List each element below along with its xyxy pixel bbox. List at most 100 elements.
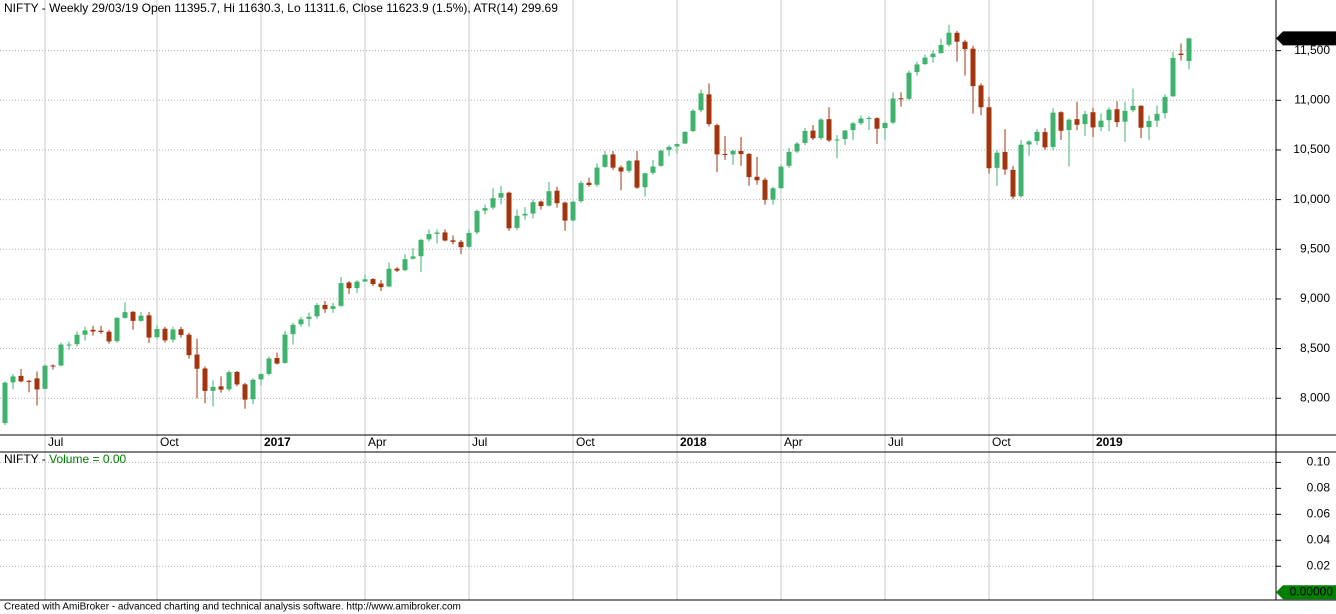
candle-body: [1050, 112, 1056, 147]
candle-body: [138, 315, 144, 321]
candle-body: [890, 98, 896, 123]
candle-body: [322, 304, 328, 310]
x-tick-label: Jul: [888, 435, 903, 449]
candle-body: [458, 241, 464, 248]
candle-body: [658, 150, 664, 166]
candle-body: [1010, 169, 1016, 197]
candle-body: [274, 358, 280, 364]
candle-body: [946, 32, 952, 45]
candle-body: [426, 234, 432, 240]
candle-body: [74, 334, 80, 345]
candle-body: [90, 329, 96, 332]
candle-body: [242, 384, 248, 400]
y-tick-label: 0.08: [1307, 481, 1331, 495]
candle-body: [282, 334, 288, 363]
candle-body: [1122, 110, 1128, 122]
candle-body: [58, 344, 64, 366]
candle-body: [1034, 131, 1040, 142]
candle-body: [146, 315, 152, 338]
volume-title-text: Volume = 0.00: [49, 452, 126, 466]
candle-body: [474, 210, 480, 233]
candle-body: [1130, 105, 1136, 111]
candle-body: [938, 44, 944, 54]
candle-body: [186, 334, 192, 356]
y-tick-label: 0.06: [1307, 506, 1331, 520]
volume-title: NIFTY - Volume = 0.00: [4, 452, 127, 466]
candle-body: [346, 282, 352, 289]
candle-body: [1018, 144, 1024, 197]
candle-body: [1098, 120, 1104, 128]
candle-body: [538, 201, 544, 207]
candle-body: [522, 213, 528, 216]
candle-body: [506, 192, 512, 229]
candle-body: [1186, 38, 1192, 62]
candle-body: [1170, 57, 1176, 97]
candle-body: [50, 365, 56, 367]
candle-body: [362, 279, 368, 282]
x-tick-label: Apr: [784, 435, 803, 449]
price-title: NIFTY - Weekly 29/03/19 Open 11395.7, Hi…: [4, 1, 558, 15]
candle-body: [386, 268, 392, 287]
candle-body: [1178, 53, 1184, 56]
last-value-label: 11,623.9: [1287, 31, 1333, 45]
candle-body: [842, 130, 848, 140]
candle-body: [770, 188, 776, 200]
y-tick-label: 11,500: [1294, 43, 1330, 57]
last-value-label: 0.00000: [1290, 584, 1334, 598]
candle-body: [802, 130, 808, 144]
candle-body: [826, 119, 832, 141]
candle-body: [722, 153, 728, 155]
candle-body: [266, 358, 272, 374]
candle-body: [562, 202, 568, 221]
candle-body: [530, 202, 536, 214]
candle-body: [602, 154, 608, 167]
candle-body: [786, 151, 792, 166]
candle-body: [954, 32, 960, 42]
candle-body: [226, 372, 232, 390]
candle-body: [906, 72, 912, 99]
candle-body: [1114, 109, 1120, 123]
candle-body: [466, 232, 472, 247]
candle-body: [258, 374, 264, 380]
candle-body: [746, 153, 752, 178]
candle-body: [578, 183, 584, 202]
candle-body: [754, 176, 760, 181]
last-value-box: [1276, 31, 1336, 46]
candle-body: [314, 304, 320, 317]
candle-body: [394, 268, 400, 271]
candle-body: [626, 160, 632, 171]
candle-body: [82, 330, 88, 335]
y-tick-label: 10,500: [1293, 142, 1330, 156]
candle-body: [1146, 120, 1152, 128]
candle-body: [898, 98, 904, 100]
candle-body: [1002, 151, 1008, 170]
candle-body: [514, 215, 520, 228]
candle-body: [1162, 96, 1168, 114]
candle-body: [850, 123, 856, 131]
candle-body: [410, 256, 416, 259]
candle-body: [594, 167, 600, 185]
candle-body: [18, 375, 24, 382]
candle-body: [330, 306, 336, 309]
candle-body: [882, 122, 888, 129]
y-tick-label: 10,000: [1293, 192, 1330, 206]
candle-body: [1074, 119, 1080, 125]
candle-body: [794, 143, 800, 152]
candle-body: [666, 146, 672, 150]
footer: Created with AmiBroker - advanced charti…: [4, 602, 461, 613]
candle-body: [234, 371, 240, 385]
candle-body: [1042, 132, 1048, 148]
candle-body: [1090, 112, 1096, 128]
candle-body: [738, 150, 744, 155]
marks: [2, 24, 1192, 426]
candle-body: [482, 208, 488, 211]
candle-body: [994, 152, 1000, 168]
candle-body: [610, 154, 616, 168]
candle-body: [1106, 109, 1112, 121]
candle-body: [978, 85, 984, 108]
candle-body: [210, 386, 216, 391]
x-tick-label: Oct: [992, 435, 1011, 449]
